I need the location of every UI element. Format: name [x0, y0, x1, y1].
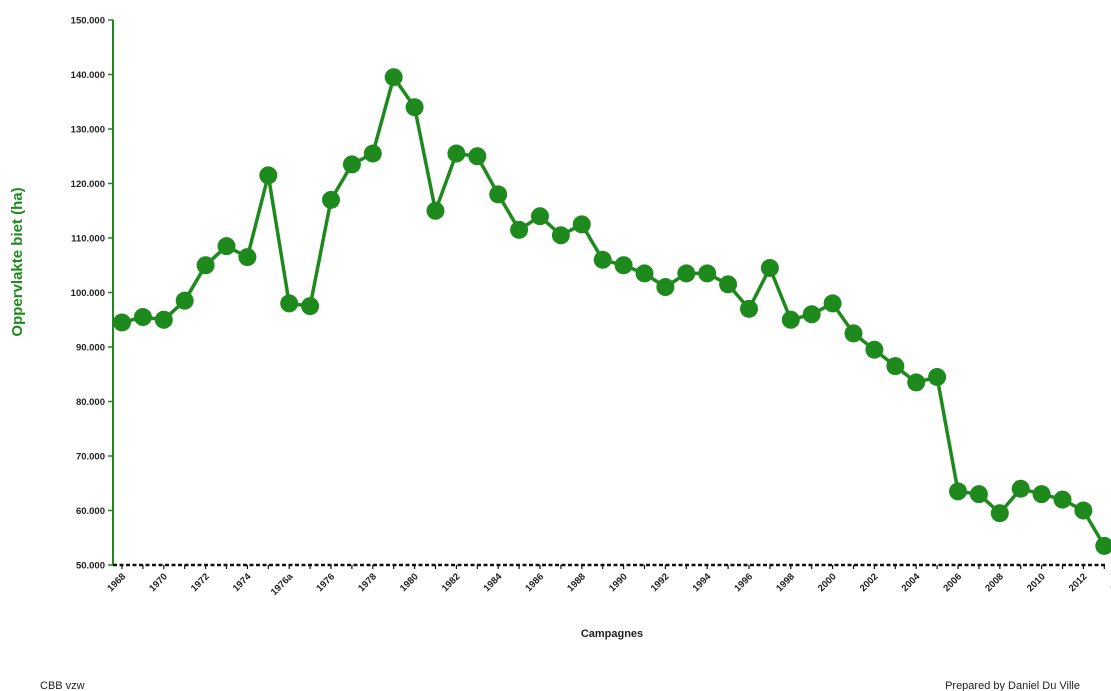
data-point	[196, 256, 215, 275]
x-tick-label: 1988	[565, 571, 588, 594]
x-tick-label: 1982	[440, 571, 463, 594]
data-point	[447, 144, 466, 163]
data-point	[802, 305, 821, 324]
data-point	[1095, 536, 1111, 555]
y-tick-label: 110.000	[71, 234, 105, 245]
data-point	[907, 373, 926, 392]
x-tick-label: 2008	[983, 571, 1006, 594]
data-point	[280, 294, 299, 313]
data-point	[572, 215, 591, 234]
x-axis-label: Campagnes	[581, 628, 643, 640]
data-point	[928, 367, 947, 386]
data-point	[760, 258, 779, 277]
data-point	[175, 291, 194, 310]
data-point	[677, 264, 696, 283]
data-point	[781, 310, 800, 329]
data-point	[301, 297, 320, 316]
data-point	[740, 299, 758, 318]
footer-right: Prepared by Daniel Du Ville	[945, 680, 1080, 691]
data-point	[405, 98, 424, 117]
data-point	[217, 237, 236, 256]
data-point	[363, 144, 382, 163]
x-tick-label: 1980	[398, 571, 421, 594]
x-tick-label: 1976	[314, 571, 337, 594]
data-point	[865, 340, 884, 359]
data-point	[886, 357, 905, 376]
x-tick-label: 1994	[691, 571, 714, 594]
x-tick-label: 1996	[732, 571, 755, 594]
x-axis: 1968 1970 1972 1974 1976a 1976 1978 1980 1982 198…	[105, 563, 1111, 598]
data-point	[551, 226, 570, 245]
footer-left: CBB vzw	[40, 680, 85, 691]
x-tick-label: 2006	[941, 571, 964, 594]
y-tick-label: 100.000	[71, 288, 105, 299]
x-tick-label: 2012	[1067, 571, 1090, 594]
data-point	[510, 220, 529, 239]
y-axis-label: Oppervlakte biet (ha)	[9, 187, 26, 336]
y-tick-label: 150.000	[71, 16, 105, 27]
y-tick-label: 120.000	[71, 179, 105, 190]
data-point	[1011, 479, 1030, 498]
x-tick-label: 1990	[607, 571, 630, 594]
data-point	[238, 248, 257, 267]
data-point	[154, 310, 173, 329]
data-point	[990, 504, 1009, 523]
x-tick-label: 1978	[356, 571, 379, 594]
data-point	[1074, 501, 1093, 520]
data-point	[614, 256, 633, 275]
data-point	[719, 275, 738, 294]
y-tick-label: 140.000	[71, 70, 105, 81]
data-point	[698, 264, 717, 283]
x-tick-label: 1992	[649, 571, 672, 594]
data-point	[133, 308, 152, 327]
x-tick-label: 2000	[816, 571, 839, 594]
data-point	[656, 278, 675, 297]
data-point	[969, 485, 988, 504]
x-tick-label: 1976a	[269, 571, 296, 598]
y-tick-label: 130.000	[71, 125, 105, 136]
data-point	[342, 155, 361, 174]
data-point	[593, 250, 612, 269]
data-point	[531, 207, 549, 226]
x-tick-label: 2010	[1025, 571, 1048, 594]
data-point	[384, 68, 403, 87]
y-tick-label: 90.000	[76, 343, 105, 354]
series-line	[121, 75, 1106, 547]
data-point	[635, 264, 654, 283]
data-point	[1053, 490, 1072, 509]
series-surface-area	[113, 68, 1111, 555]
y-tick-label: 60.000	[76, 506, 105, 517]
x-tick-label: 1984	[482, 571, 505, 594]
data-point	[1032, 485, 1051, 504]
y-tick-label: 50.000	[76, 561, 105, 572]
x-tick-label: 1972	[189, 571, 212, 594]
data-point	[844, 324, 863, 343]
data-point	[489, 185, 508, 204]
data-point	[426, 201, 445, 220]
x-tick-label: 1970	[147, 571, 170, 594]
data-point	[468, 147, 487, 166]
data-point	[949, 482, 967, 501]
x-tick-label: 2004	[900, 571, 923, 594]
x-tick-label: 1968	[105, 571, 128, 594]
data-point	[259, 166, 278, 185]
data-point	[113, 313, 131, 332]
y-tick-label: 80.000	[76, 397, 105, 408]
x-tick-label: 1998	[774, 571, 797, 594]
y-axis: 50.000 60.000 70.000 80.000 90.000 100.000 110…	[71, 16, 114, 572]
x-tick-label: 2002	[858, 571, 881, 594]
y-tick-label: 70.000	[76, 452, 105, 463]
x-tick-label: 1986	[523, 571, 546, 594]
data-point	[322, 190, 340, 209]
x-tick-label: 1974	[231, 571, 254, 594]
data-point	[823, 294, 842, 313]
